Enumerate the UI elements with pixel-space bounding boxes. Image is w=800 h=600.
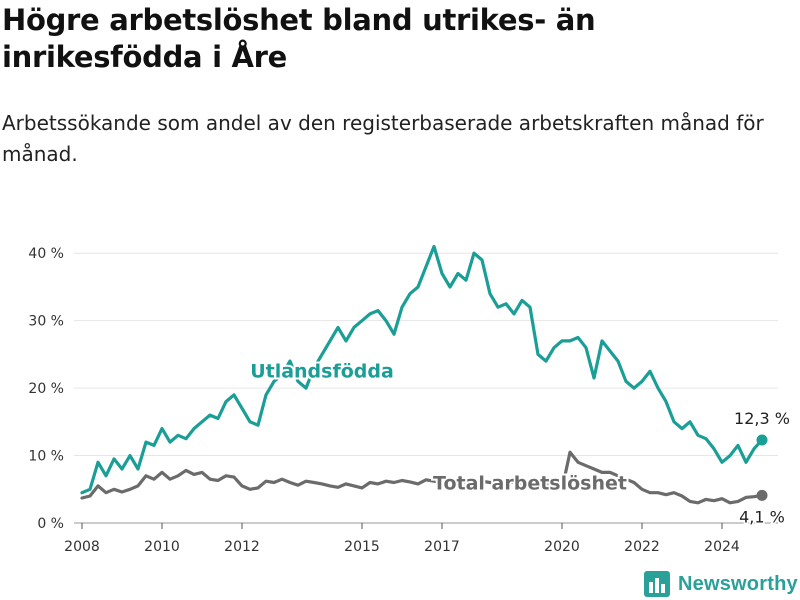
end-value-label: 4,1 % [739, 507, 785, 526]
series-end-point [756, 489, 768, 501]
x-tick-label: 2015 [344, 539, 380, 555]
x-tick-label: 2017 [424, 539, 460, 555]
x-tick-label: 2010 [144, 539, 180, 555]
series-end-point [756, 434, 768, 446]
annotations: Utlandsfödda Total arbetslöshet 12,3 % 4,1 … [248, 358, 791, 528]
y-tick-label: 40 % [28, 246, 64, 262]
x-tick-label: 2024 [704, 539, 740, 555]
chart-title: Högre arbetslöshet bland utrikes- än inr… [2, 3, 596, 74]
series-lines [80, 244, 768, 505]
series-line-total [80, 450, 764, 505]
x-tick-label: 2020 [544, 539, 580, 555]
y-tick-label: 10 % [28, 449, 64, 465]
grid [74, 252, 778, 524]
x-tick-label: 2022 [624, 539, 660, 555]
series-name-label: Utlandsfödda [250, 360, 394, 382]
x-tick-label: 2008 [64, 539, 100, 555]
newsworthy-logo: Newsworthy [644, 570, 798, 598]
chart-subtitle: Arbetssökande som andel av den registerb… [2, 111, 764, 166]
brand-name: Newsworthy [678, 572, 798, 595]
y-tick-label: 0 % [37, 516, 64, 532]
x-tick-label: 2012 [224, 539, 260, 555]
series-name-label: Total arbetslöshet [433, 473, 627, 495]
series-line-utlandsfodda [80, 244, 764, 495]
end-value-label: 12,3 % [734, 409, 790, 428]
axes: 0 % 10 % 20 % 30 % 40 % 2008 2010 2012 2015 2017 2… [28, 246, 739, 555]
bar-chart-logo-icon [644, 571, 670, 597]
y-tick-label: 30 % [28, 314, 64, 330]
y-tick-label: 20 % [28, 381, 64, 397]
